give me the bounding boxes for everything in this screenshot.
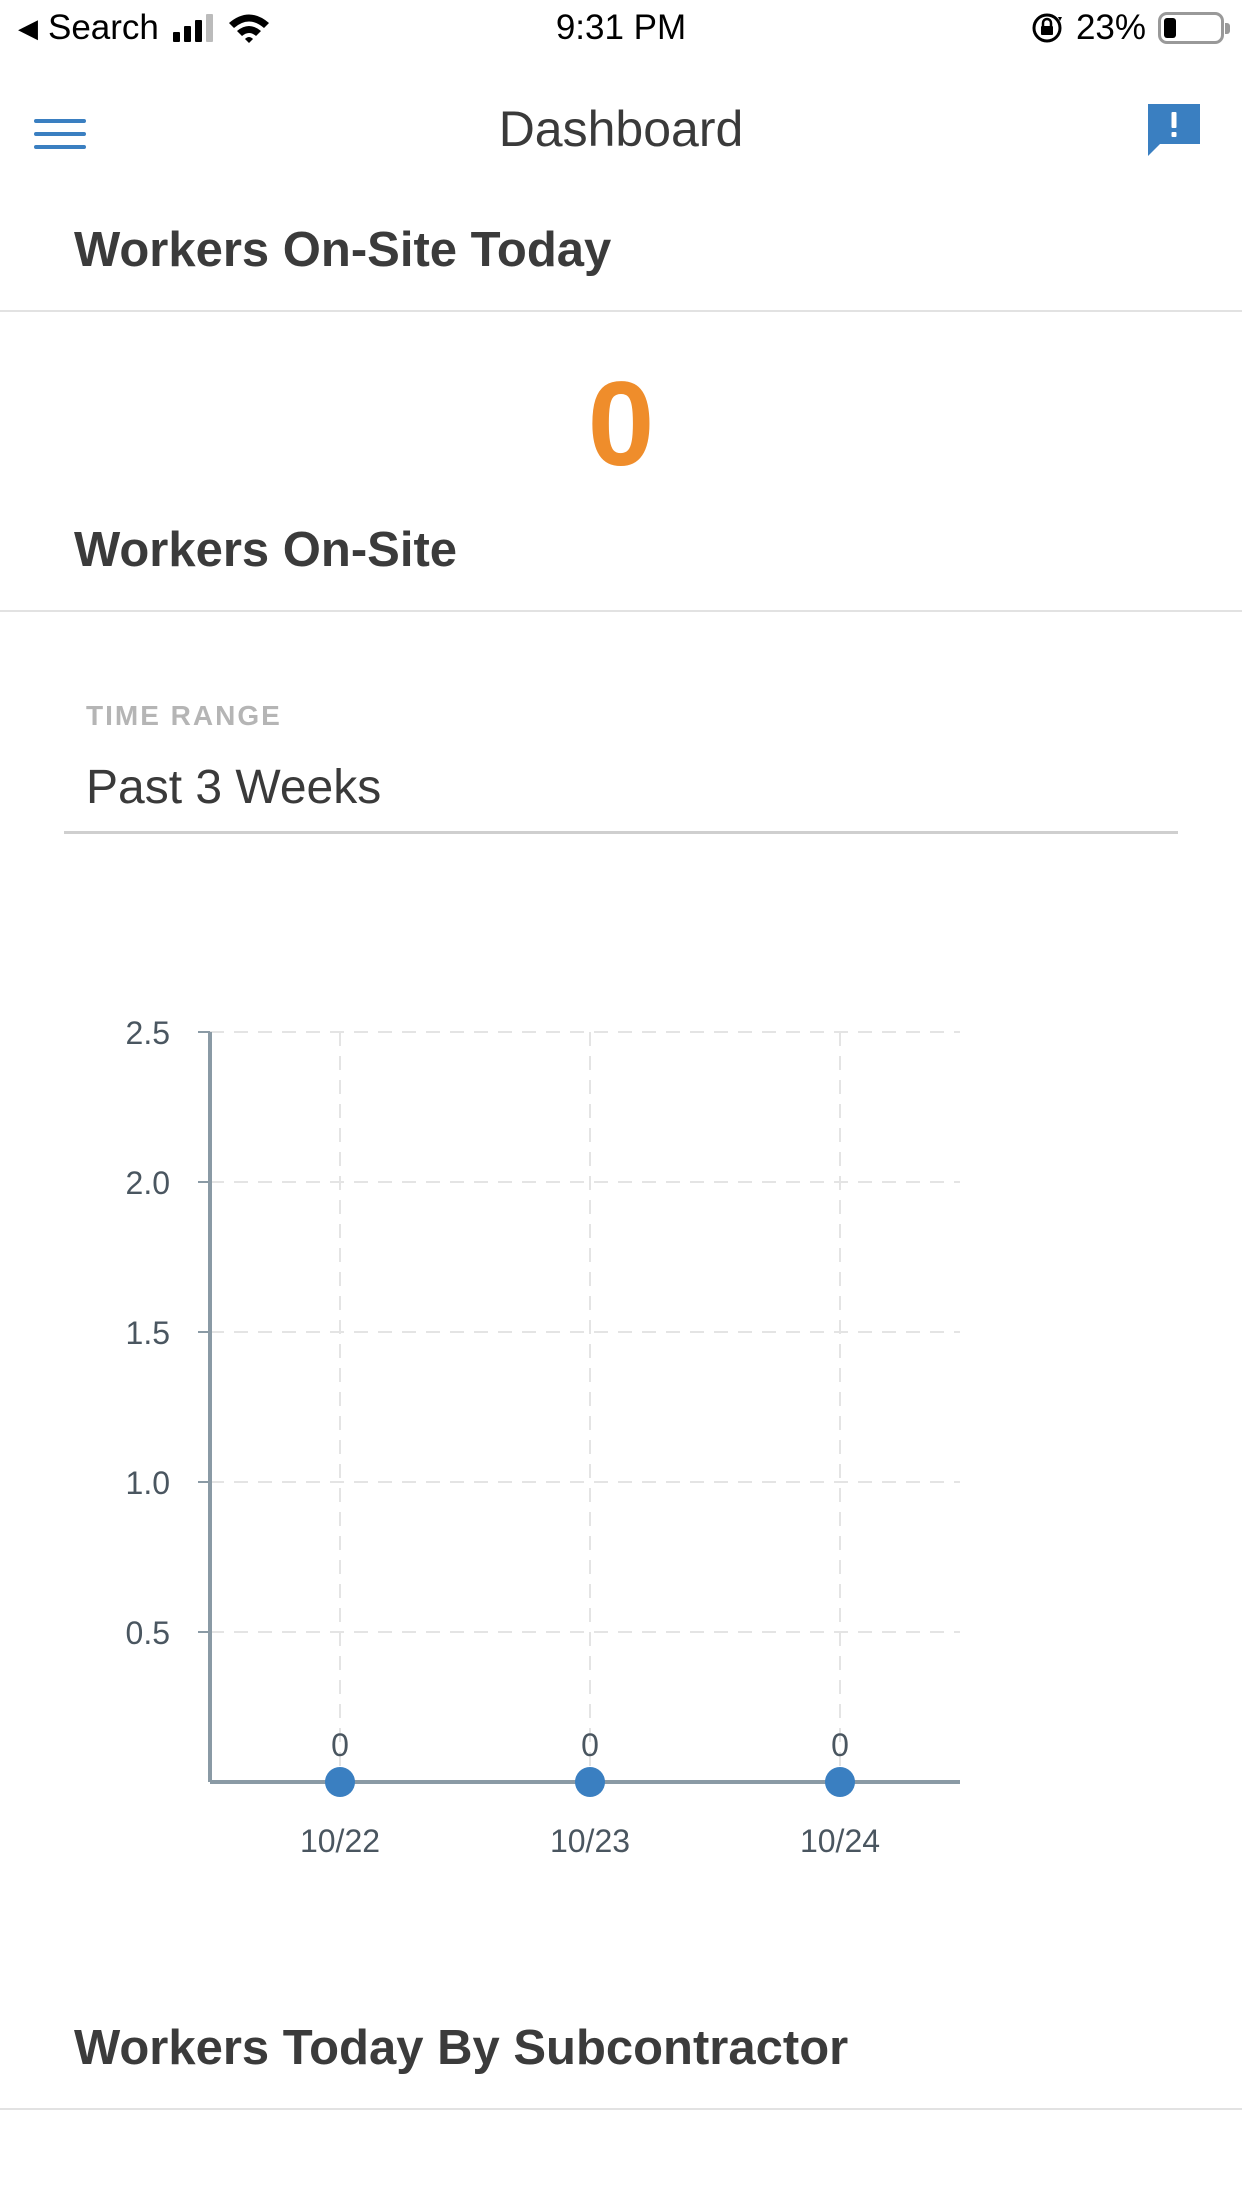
data-point[interactable] xyxy=(575,1767,605,1797)
workers-onsite-heading: Workers On-Site xyxy=(0,522,1242,612)
x-tick-label: 10/22 xyxy=(300,1823,380,1859)
status-bar: ◀ Search 9:31 PM 23% xyxy=(0,0,1242,60)
y-tick-label: 0.5 xyxy=(126,1615,170,1651)
back-to-app-label[interactable]: Search xyxy=(48,8,159,47)
data-label: 0 xyxy=(831,1727,849,1763)
data-point[interactable] xyxy=(325,1767,355,1797)
y-tick-label: 2.0 xyxy=(126,1165,170,1201)
data-point[interactable] xyxy=(825,1767,855,1797)
cellular-signal-icon xyxy=(172,14,213,42)
by-subcontractor-heading: Workers Today By Subcontractor xyxy=(0,2020,1242,2110)
page-title: Dashboard xyxy=(498,101,744,157)
workers-onsite-chart: 0.5 1.0 1.5 2.0 2.5 0 10/22 0 10/23 0 10/24 xyxy=(126,1015,960,1859)
battery-icon xyxy=(1158,12,1230,44)
time-range-select[interactable]: Past 3 Weeks xyxy=(64,740,1178,834)
status-bar-left: ◀ Search xyxy=(18,8,271,48)
battery-fill xyxy=(1164,18,1176,38)
battery-percentage: 23% xyxy=(1075,8,1146,47)
workers-today-count: 0 xyxy=(587,357,655,491)
hamburger-menu-icon xyxy=(34,119,86,149)
by-subcontractor-heading-text: Workers Today By Subcontractor xyxy=(74,2021,849,2075)
back-arrow-icon[interactable]: ◀ xyxy=(18,12,38,43)
status-bar-right: 23% xyxy=(1030,8,1230,48)
feedback-button[interactable] xyxy=(1144,100,1204,160)
workers-today-heading-text: Workers On-Site Today xyxy=(74,223,612,277)
workers-today-heading: Workers On-Site Today xyxy=(0,222,1242,312)
y-tick-label: 2.5 xyxy=(126,1015,170,1051)
workers-onsite-heading-text: Workers On-Site xyxy=(74,523,458,577)
feedback-chat-icon xyxy=(1148,104,1200,156)
navigation-bar: Dashboard xyxy=(0,70,1242,185)
y-tick-label: 1.5 xyxy=(126,1315,170,1351)
x-tick-label: 10/24 xyxy=(800,1823,880,1859)
wifi-icon xyxy=(228,14,269,43)
status-time: 9:31 PM xyxy=(555,8,687,47)
y-tick-label: 1.0 xyxy=(126,1465,170,1501)
time-range-label: TIME RANGE xyxy=(86,700,282,731)
data-label: 0 xyxy=(581,1727,599,1763)
orientation-lock-icon xyxy=(1032,13,1062,43)
x-tick-label: 10/23 xyxy=(550,1823,630,1859)
menu-button[interactable] xyxy=(34,114,86,154)
data-label: 0 xyxy=(331,1727,349,1763)
